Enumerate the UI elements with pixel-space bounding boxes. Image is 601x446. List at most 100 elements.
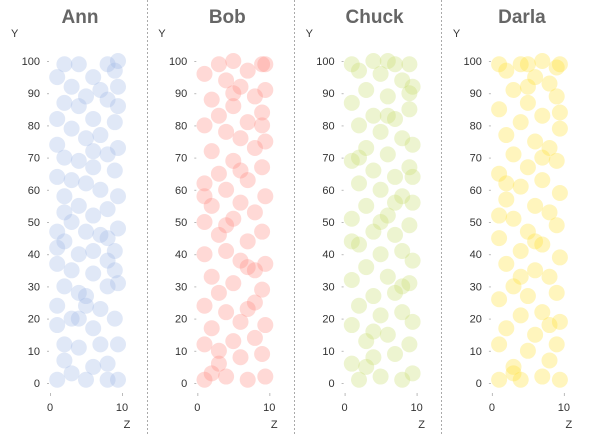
data-point [519,288,536,305]
data-point [534,53,551,69]
data-point [401,159,418,176]
data-point [548,284,565,301]
data-point [78,288,94,305]
data-point [232,162,249,179]
data-point [56,204,73,221]
y-tick-label: 70 [28,153,40,165]
data-point [365,223,382,240]
data-point [70,339,87,356]
data-point [505,365,522,382]
data-point [99,371,116,388]
data-point [534,149,551,166]
data-point [548,88,565,105]
data-point [343,94,360,111]
data-point [394,242,411,259]
y-tick-label: 10 [470,346,482,358]
data-point [404,194,421,211]
data-point [351,175,367,192]
data-point [519,159,536,176]
data-points [196,53,274,388]
y-axis-label: Y [11,28,19,40]
data-point [56,149,73,166]
data-point [257,56,274,73]
data-point [498,62,515,79]
data-point [110,371,126,388]
data-point [519,56,536,73]
y-tick-label: 0 [181,378,187,390]
data-point [246,139,263,156]
y-tick-label: 60 [28,185,40,197]
data-point [232,194,249,211]
y-axis-label: Y [306,28,314,40]
data-point [56,336,73,353]
data-point [401,85,418,102]
data-point [512,242,529,259]
x-tick-label: 0 [194,402,200,414]
data-point [49,223,66,240]
data-point [218,72,235,89]
data-point [70,246,87,263]
data-point [106,262,123,279]
panel-title: Darla [498,7,546,28]
data-point [106,62,123,79]
data-point [210,284,227,301]
data-point [70,56,87,73]
data-point [70,152,87,169]
data-point [203,268,220,285]
data-point [491,101,508,118]
data-point [404,136,421,153]
data-point [85,265,102,282]
data-point [85,143,102,160]
y-tick-label: 60 [322,185,334,197]
data-point [343,317,360,334]
data-point [541,352,558,369]
data-point [196,175,213,192]
y-tick-label: 50 [470,217,482,229]
data-point [551,56,568,73]
data-point [49,317,66,334]
x-tick-label: 0 [47,402,53,414]
y-tick-label: 70 [470,153,482,165]
data-point [56,94,73,111]
data-point [63,120,80,137]
data-point [512,178,529,195]
data-point [56,188,73,205]
data-point [527,262,544,279]
data-point [85,207,102,224]
y-tick-label: 30 [28,281,40,293]
data-point [218,123,235,140]
data-point [78,223,94,240]
data-point [519,94,536,111]
data-point [225,53,242,69]
data-point [527,233,544,250]
data-point [63,262,80,279]
y-tick-label: 40 [322,249,334,261]
data-point [365,162,382,179]
y-tick-label: 20 [470,314,482,326]
y-tick-label: 80 [175,120,187,132]
data-point [505,210,522,227]
y-tick-label: 50 [28,217,40,229]
data-point [394,371,411,388]
data-point [498,175,515,192]
panel-title: Ann [62,7,99,28]
y-tick-label: 90 [175,88,187,100]
data-point [491,291,508,308]
data-point [85,159,102,176]
y-tick-label: 10 [28,346,40,358]
x-tick-label: 10 [116,402,128,414]
data-point [372,246,389,263]
data-point [527,133,544,150]
y-tick-label: 100 [464,56,482,68]
data-point [239,62,256,79]
data-point [527,326,544,343]
data-point [548,217,565,234]
y-axis-label: Y [453,28,461,40]
data-point [257,188,274,205]
data-point [99,201,116,218]
data-point [365,288,382,305]
data-point [196,188,213,205]
data-point [239,259,256,276]
data-point [541,139,558,156]
data-point [401,56,418,73]
